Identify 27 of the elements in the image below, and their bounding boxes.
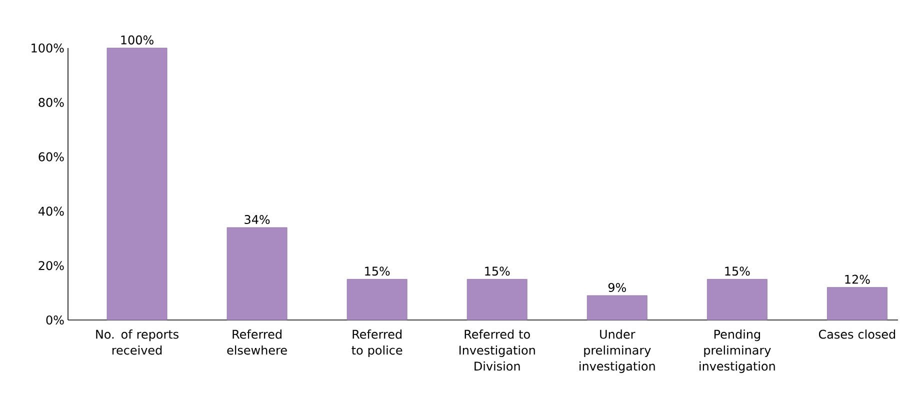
x-tick-label: Pending preliminary investigation bbox=[700, 330, 775, 373]
y-tick-label: 0% bbox=[46, 315, 64, 325]
y-tick-label: 80% bbox=[38, 98, 64, 107]
x-tick-label: Under preliminary investigation bbox=[580, 330, 655, 373]
bar bbox=[466, 279, 528, 320]
data-label: 9% bbox=[608, 282, 626, 292]
x-tick-label: Cases closed bbox=[818, 330, 896, 339]
bar bbox=[706, 279, 768, 320]
y-tick-label: 20% bbox=[38, 261, 64, 270]
bar bbox=[346, 279, 408, 320]
data-label: 34% bbox=[244, 214, 270, 224]
data-label: 15% bbox=[725, 266, 750, 276]
bar bbox=[106, 48, 168, 320]
y-tick-label: 40% bbox=[38, 206, 64, 216]
data-label: 12% bbox=[845, 274, 870, 284]
bar bbox=[586, 295, 648, 320]
x-tick-label: Referred to police bbox=[352, 330, 402, 358]
data-label: 15% bbox=[485, 266, 510, 276]
data-label: 100% bbox=[121, 35, 154, 44]
data-label: 15% bbox=[365, 266, 390, 276]
bar bbox=[226, 227, 288, 320]
bar bbox=[826, 287, 888, 320]
x-tick-label: Referred elsewhere bbox=[227, 330, 287, 355]
y-tick-label: 100% bbox=[32, 43, 64, 53]
x-tick-label: Referred to Investigation Division bbox=[459, 330, 535, 371]
x-tick-label: No. of reports received bbox=[96, 330, 178, 355]
y-tick-label: 60% bbox=[38, 152, 64, 162]
